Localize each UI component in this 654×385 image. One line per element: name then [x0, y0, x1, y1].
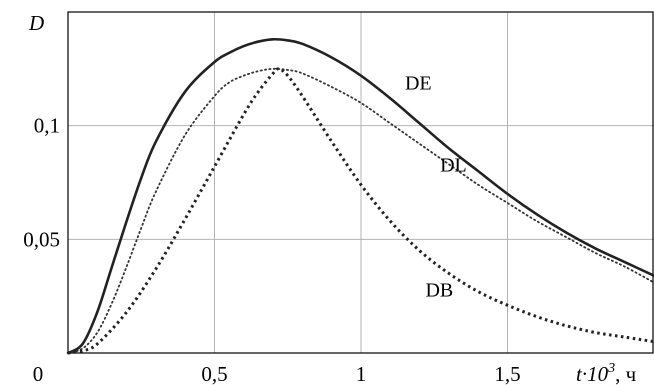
x-axis-ticks: 0 0,5 1 1,5 — [33, 362, 521, 385]
x-axis-label-unit: , ч — [615, 362, 637, 385]
x-tick-label: 1,5 — [494, 362, 520, 385]
y-axis-label: D — [28, 11, 44, 35]
series-label-db: DB — [425, 279, 453, 301]
series-layer — [66, 37, 654, 355]
series-line-db — [67, 67, 654, 355]
x-axis-label-main: t·10 — [576, 362, 609, 385]
x-tick-label: 0 — [33, 362, 44, 385]
y-tick-label: 0,05 — [23, 227, 60, 251]
series-label-dl: DL — [440, 154, 467, 176]
series-label-de: DE — [405, 72, 432, 94]
y-tick-label: 0,1 — [34, 114, 60, 138]
grid-lines — [68, 12, 654, 353]
x-axis-label: t·103, ч — [576, 361, 637, 385]
series-line-de — [66, 37, 654, 355]
x-tick-label: 1 — [356, 362, 367, 385]
series-line-dl — [67, 67, 654, 354]
plot-frame — [67, 11, 654, 354]
x-tick-label: 0,5 — [201, 362, 227, 385]
y-axis-ticks: 0,05 0,1 — [23, 114, 60, 252]
series-labels: DE DL DB — [405, 72, 467, 301]
x-axis-label-exponent: 3 — [607, 361, 615, 376]
